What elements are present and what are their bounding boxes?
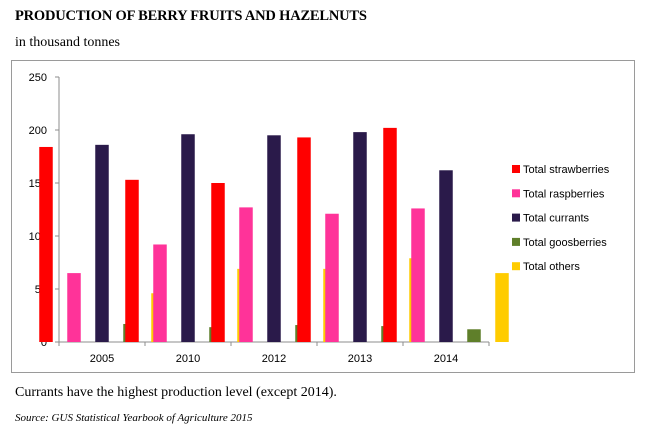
legend-label: Total currants: [523, 213, 590, 225]
bar: [439, 170, 453, 342]
x-tick-label: 2013: [348, 353, 372, 365]
bar: [353, 132, 367, 342]
bar: [467, 329, 481, 342]
bar: [39, 146, 53, 342]
legend-label: Total goosberries: [523, 237, 607, 249]
legend-swatch: [512, 165, 520, 173]
bar-chart: 05010015020025020052010201220132014Total…: [29, 72, 610, 365]
legend-label: Total strawberries: [523, 164, 610, 176]
legend-swatch: [512, 237, 520, 246]
bar: [267, 135, 281, 342]
bar: [325, 213, 339, 342]
bar: [211, 183, 225, 342]
chart-area: 05010015020025020052010201220132014Total…: [11, 60, 635, 373]
x-tick-label: 2014: [434, 353, 458, 365]
x-tick-label: 2005: [90, 353, 114, 365]
bar: [239, 207, 253, 342]
bar: [181, 134, 195, 342]
bar: [297, 137, 311, 342]
bar: [67, 273, 81, 342]
bar: [411, 208, 425, 342]
legend-label: Total raspberries: [523, 188, 605, 200]
y-tick-label: 250: [29, 72, 47, 84]
x-tick-label: 2010: [176, 353, 200, 365]
y-tick-label: 200: [29, 125, 47, 137]
bar: [95, 144, 109, 342]
bar: [153, 244, 167, 342]
y-tick-label: 0: [41, 337, 47, 349]
source-note: Source: GUS Statistical Yearbook of Agri…: [15, 412, 253, 424]
x-tick-label: 2012: [262, 353, 286, 365]
bar: [383, 127, 397, 342]
unit-label: in thousand tonnes: [15, 35, 120, 50]
chart-caption: Currants have the highest production lev…: [15, 385, 337, 400]
legend-swatch: [512, 189, 520, 198]
chart-title: PRODUCTION OF BERRY FRUITS AND HAZELNUTS: [15, 8, 367, 24]
legend-swatch: [512, 213, 520, 222]
legend-swatch: [512, 262, 520, 271]
legend-label: Total others: [523, 261, 580, 273]
bar: [125, 179, 139, 342]
bar: [495, 273, 509, 342]
